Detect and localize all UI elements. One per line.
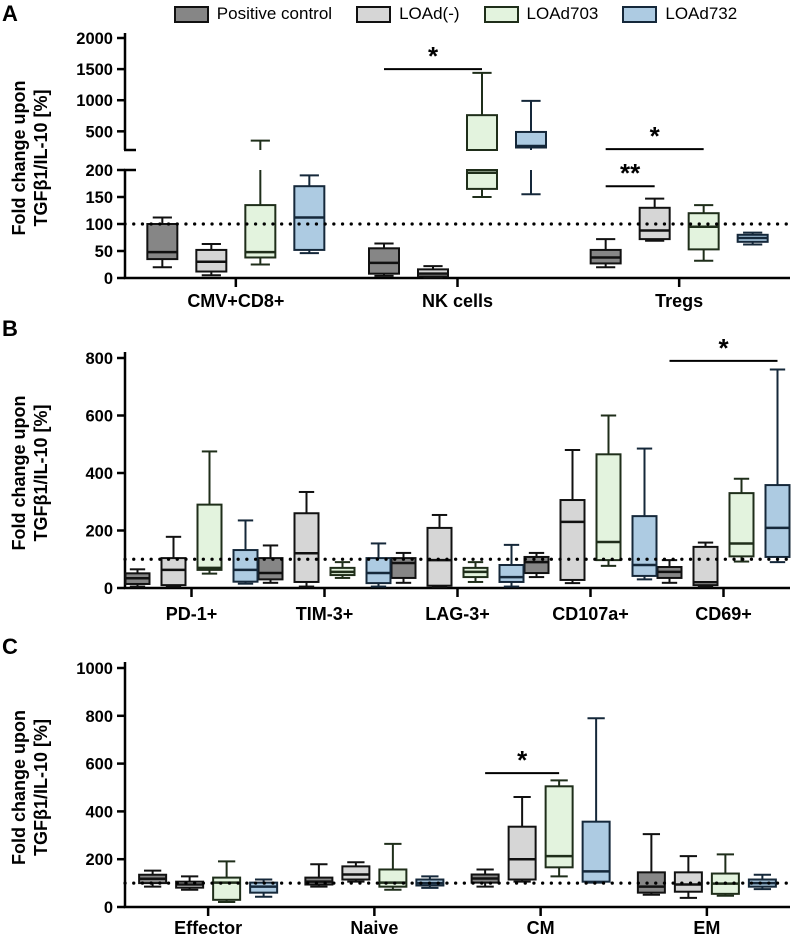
- significance-label: *: [718, 333, 729, 363]
- box-load732-cm: [581, 820, 611, 883]
- box-load732-pd-1: [232, 549, 259, 583]
- y-tick-label: 800: [85, 350, 113, 368]
- panel-label-c: C: [2, 634, 18, 659]
- box-positive-control-tim-3: [257, 557, 284, 581]
- panel-B: 0 200 400 600 800 PD-1+ TIM-3+ LAG-3+ CD107a+ CD6…: [9, 333, 792, 624]
- legend-label: LOAd732: [665, 4, 738, 23]
- box-load703-nk-cells: [466, 169, 498, 190]
- y-tick-label: 600: [85, 408, 113, 426]
- y-tick-label: 0: [104, 899, 113, 917]
- y-tick-label: 50: [95, 243, 113, 261]
- y-tick-label: 100: [85, 216, 113, 234]
- legend-swatch-icon: [173, 5, 209, 23]
- box-load732-cd69: [764, 484, 791, 558]
- y-tick-label: 1000: [76, 660, 113, 678]
- category-label: PD-1+: [166, 604, 218, 624]
- category-label: Effector: [174, 918, 242, 938]
- box-load703-cd107a: [595, 453, 622, 562]
- legend-item-load703: LOAd703: [483, 4, 599, 24]
- y-tick-label: 0: [104, 580, 113, 598]
- category-label: LAG-3+: [425, 604, 490, 624]
- category-label: NK cells: [422, 291, 493, 311]
- legend-item-positive-control: Positive control: [173, 4, 333, 24]
- y-axis-label: Fold change upon: [9, 710, 29, 865]
- y-tick-label: 600: [85, 756, 113, 774]
- box-load703-cm: [544, 785, 574, 869]
- box-load-cd69: [692, 545, 719, 587]
- box-load703-cd69: [728, 492, 755, 558]
- box-positive-control-nk-cells: [368, 247, 400, 275]
- y-tick-label: 2000: [76, 30, 113, 48]
- panel-A: 0 50 100 150 200 500 1000 1500 2000 CMV+CD8+ NK ce…: [9, 30, 792, 311]
- category-label: CMV+CD8+: [187, 291, 284, 311]
- box-positive-control-cd107a: [523, 555, 550, 575]
- box-load-cm: [507, 825, 537, 881]
- box-load703-tregs: [687, 212, 720, 251]
- category-label: CD107a+: [552, 604, 629, 624]
- category-label: CM: [527, 918, 555, 938]
- y-tick-label: 800: [85, 708, 113, 726]
- box-load-tim-3: [293, 512, 320, 583]
- legend: Positive control LOAd(-) LOAd703 LOAd732: [118, 2, 793, 26]
- y-axis-label: TGFβ1/IL-10 [%]: [31, 90, 51, 227]
- significance-label: *: [650, 121, 661, 151]
- y-axis-label: Fold change upon: [9, 81, 29, 236]
- y-tick-label: 200: [85, 162, 113, 180]
- box-load703-effector: [212, 876, 242, 901]
- box-load703-cmv-cd8: [244, 204, 277, 259]
- y-axis-label: TGFβ1/IL-10 [%]: [31, 405, 51, 542]
- y-axis-label: TGFβ1/IL-10 [%]: [31, 719, 51, 856]
- box-load703-nk-cells: [466, 114, 498, 151]
- category-label: TIM-3+: [296, 604, 354, 624]
- legend-swatch-icon: [483, 5, 519, 23]
- panel-label-a: A: [2, 1, 18, 26]
- category-label: Tregs: [655, 291, 703, 311]
- box-load-em: [673, 871, 703, 893]
- box-load-cd107a: [559, 499, 586, 581]
- box-load703-pd-1: [196, 503, 223, 571]
- y-tick-label: 200: [85, 851, 113, 869]
- category-label: CD69+: [695, 604, 752, 624]
- box-load732-lag-3: [498, 564, 525, 583]
- y-tick-label: 1000: [76, 92, 113, 110]
- y-tick-label: 0: [104, 270, 113, 288]
- box-load-lag-3: [426, 526, 453, 587]
- legend-label: Positive control: [216, 4, 333, 23]
- y-tick-label: 400: [85, 803, 113, 821]
- panel-C: 0 200 400 600 800 1000 Effector Naive CM EM * Fold …: [9, 660, 792, 938]
- y-tick-label: 500: [85, 123, 113, 141]
- panel-label-b: B: [2, 316, 18, 341]
- y-tick-label: 200: [85, 523, 113, 541]
- legend-swatch-icon: [356, 5, 392, 23]
- box-load732-tim-3: [365, 557, 392, 585]
- legend-label: LOAd703: [526, 4, 599, 23]
- box-positive-control-cmv-cd8: [146, 223, 179, 261]
- legend-item-load732: LOAd732: [622, 4, 737, 24]
- significance-label: *: [517, 745, 528, 775]
- legend-item-load: LOAd(-): [356, 4, 460, 24]
- box-load-pd-1: [160, 557, 187, 587]
- category-label: Naive: [350, 918, 398, 938]
- box-load732-nk-cells: [515, 130, 547, 149]
- legend-swatch-icon: [622, 5, 658, 23]
- significance-label: *: [428, 41, 439, 71]
- y-tick-label: 400: [85, 465, 113, 483]
- significance-label: **: [620, 158, 641, 188]
- y-tick-label: 1500: [76, 61, 113, 79]
- y-tick-label: 150: [85, 189, 113, 207]
- category-label: EM: [693, 918, 720, 938]
- box-load-naive: [341, 865, 371, 881]
- box-positive-control-em: [636, 871, 666, 894]
- y-axis-label: Fold change upon: [9, 396, 29, 551]
- box-load732-cd107a: [631, 515, 658, 577]
- box-positive-control-lag-3: [390, 557, 417, 579]
- legend-label: LOAd(-): [399, 4, 460, 23]
